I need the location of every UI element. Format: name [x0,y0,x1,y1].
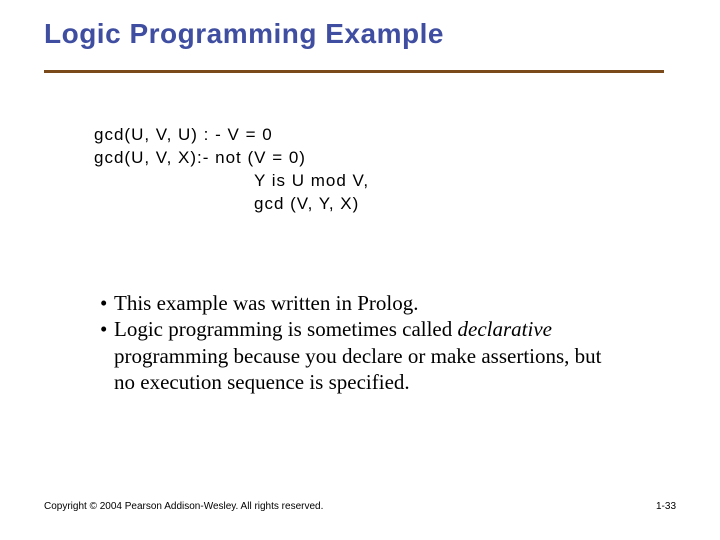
code-line-2: gcd(U, V, X):- not (V = 0) [94,147,454,170]
code-line-1: gcd(U, V, U) : - V = 0 [94,124,454,147]
bullet-2-before: Logic programming is sometimes called [114,317,458,341]
bullet-1: • This example was written in Prolog. [100,290,608,316]
bullet-dot-icon: • [100,316,114,395]
bullet-2: • Logic programming is sometimes called … [100,316,608,395]
code-line-3: Y is U mod V, [94,170,454,193]
footer-page-number: 1-33 [656,501,676,512]
bullet-2-italic: declarative [458,317,552,341]
bullet-2-after: programming because you declare or make … [114,344,602,394]
slide: Logic Programming Example gcd(U, V, U) :… [0,0,720,540]
body-text: • This example was written in Prolog. • … [100,290,608,395]
slide-title: Logic Programming Example [44,18,444,50]
bullet-2-text: Logic programming is sometimes called de… [114,316,608,395]
code-block: gcd(U, V, U) : - V = 0 gcd(U, V, X):- no… [94,124,454,216]
bullet-1-text: This example was written in Prolog. [114,290,418,316]
bullet-dot-icon: • [100,290,114,316]
footer-copyright: Copyright © 2004 Pearson Addison-Wesley.… [44,501,323,512]
horizontal-rule [44,70,664,73]
code-line-4: gcd (V, Y, X) [94,193,454,216]
